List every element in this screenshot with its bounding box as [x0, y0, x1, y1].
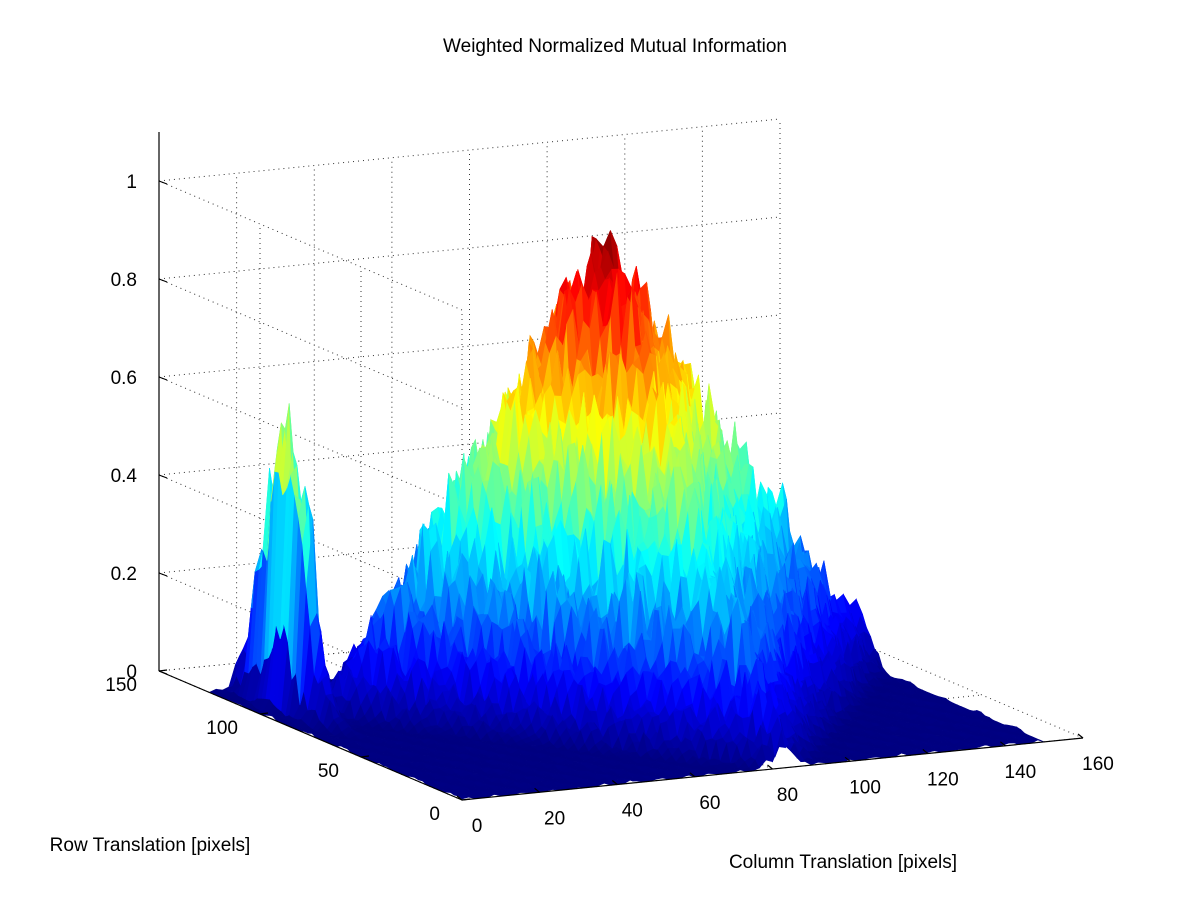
grid-line-back-z	[158, 314, 781, 378]
surface-mesh	[208, 230, 1045, 800]
grid-line-back-z	[158, 118, 781, 182]
grid-line-back-z	[158, 216, 781, 280]
